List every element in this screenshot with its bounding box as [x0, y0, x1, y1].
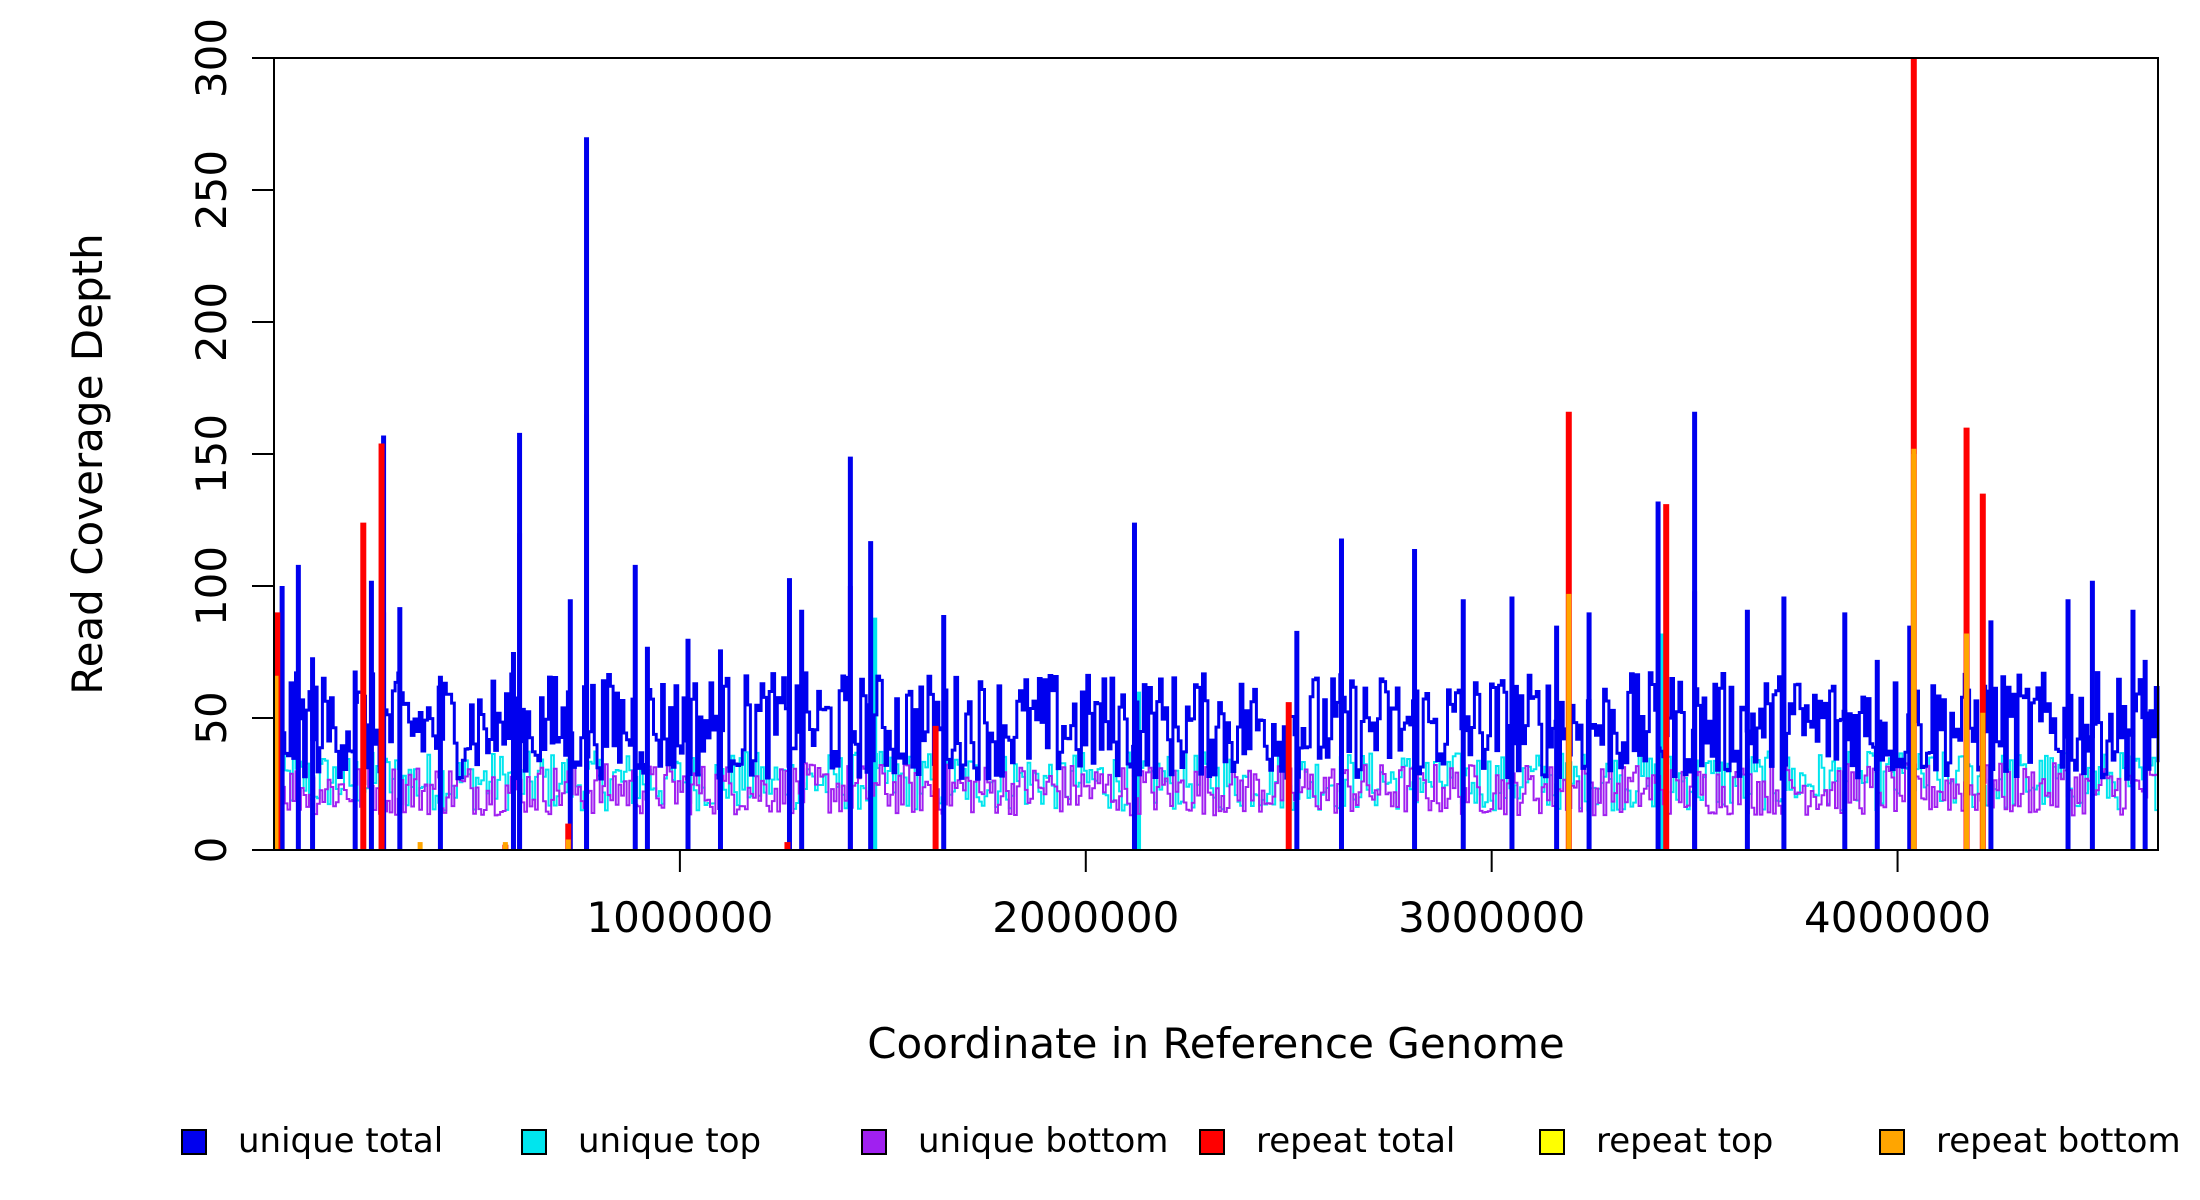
series-layer [273, 58, 2160, 851]
legend-item-unique-total: unique total [181, 1121, 443, 1161]
legend-swatch [1539, 1129, 1565, 1155]
legend-label: unique top [578, 1121, 761, 1161]
legend-item-repeat-total: repeat total [1199, 1121, 1455, 1161]
legend-item-repeat-top: repeat top [1539, 1121, 1773, 1161]
legend-label: repeat top [1596, 1121, 1773, 1161]
legend-label: repeat bottom [1936, 1121, 2181, 1161]
legend-label: unique bottom [918, 1121, 1168, 1161]
y-tick-label: 150 [187, 414, 236, 494]
legend-label: repeat total [1256, 1121, 1455, 1161]
legend-item-unique-top: unique top [521, 1121, 761, 1161]
legend-item-unique-bottom: unique bottom [861, 1121, 1168, 1161]
series-unique-total [273, 137, 2160, 850]
y-tick-label: 50 [187, 691, 236, 744]
y-axis: 0 50 100 150 200 250 300 [187, 18, 275, 864]
y-tick-label: 200 [187, 282, 236, 362]
legend-swatch [181, 1129, 207, 1155]
x-axis: 1000000 2000000 3000000 4000000 [586, 849, 1991, 942]
legend-swatch [861, 1129, 887, 1155]
x-tick-label: 2000000 [992, 893, 1179, 942]
legend-label: unique total [238, 1121, 443, 1161]
x-tick-label: 4000000 [1804, 893, 1991, 942]
y-tick-label: 250 [187, 150, 236, 230]
legend-item-repeat-bottom: repeat bottom [1879, 1121, 2181, 1161]
y-tick-label: 300 [187, 18, 236, 98]
y-tick-label: 0 [187, 837, 236, 864]
y-axis-label: Read Coverage Depth [63, 233, 112, 694]
legend: unique total unique top unique bottom repea… [181, 1121, 2181, 1161]
x-axis-label: Coordinate in Reference Genome [867, 1019, 1565, 1068]
y-tick-label: 100 [187, 546, 236, 626]
legend-swatch [1879, 1129, 1905, 1155]
x-tick-label: 1000000 [586, 893, 773, 942]
legend-swatch [1199, 1129, 1225, 1155]
x-tick-label: 3000000 [1398, 893, 1585, 942]
legend-swatch [521, 1129, 547, 1155]
